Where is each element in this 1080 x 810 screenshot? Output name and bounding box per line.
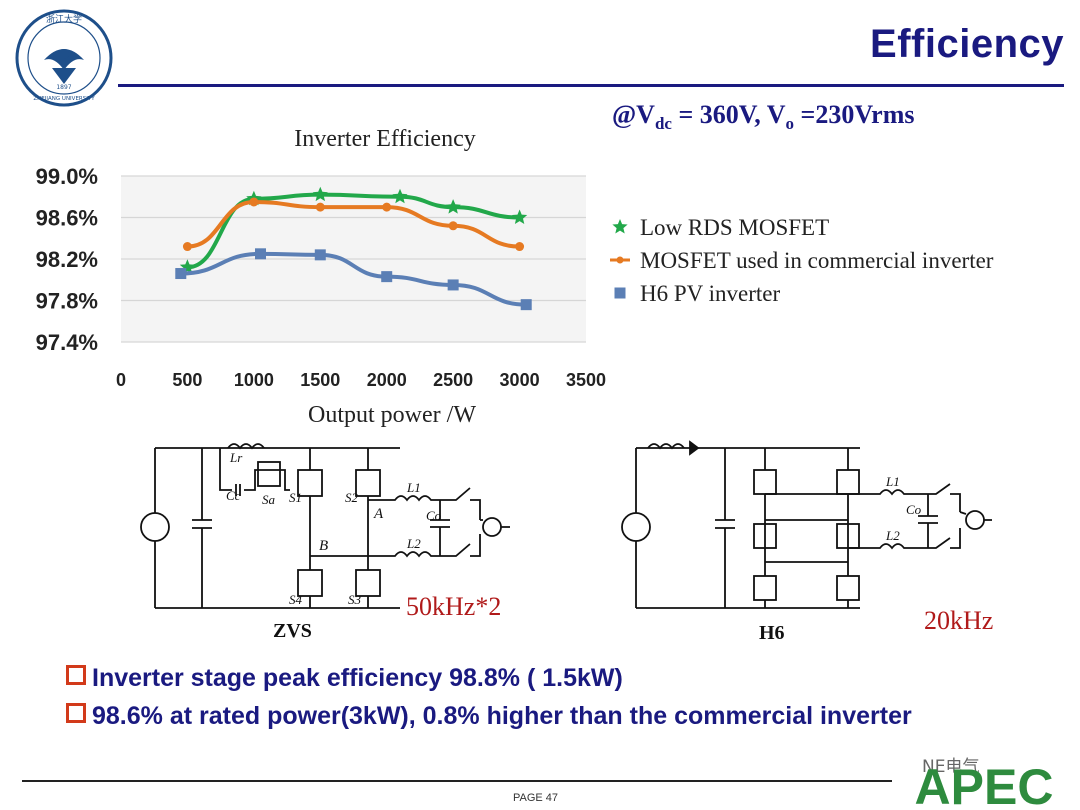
efficiency-chart: Inverter Efficiency 99.0% 98.6% 98.2% 97.8%… — [36, 126, 994, 428]
condition-vdc-sub: dc — [654, 114, 672, 134]
y-tick-label: 98.6% — [36, 206, 98, 231]
data-point — [445, 199, 461, 214]
logo-text-top: 浙江大学 — [46, 13, 82, 25]
h6-frequency: 20kHz — [924, 606, 994, 635]
legend-item: Low RDS MOSFET — [612, 215, 829, 240]
data-point — [249, 197, 259, 207]
svg-text:L1: L1 — [406, 480, 421, 495]
chart-legend: Low RDS MOSFET MOSFET used in commercial … — [610, 215, 994, 306]
data-point — [512, 209, 528, 224]
svg-text:Co: Co — [426, 508, 442, 523]
legend-marker — [616, 256, 624, 264]
series-line — [180, 251, 527, 307]
x-tick-label: 1500 — [300, 370, 340, 390]
h6-label: H6 — [759, 622, 785, 644]
zvs-frequency: 50kHz*2 — [406, 592, 502, 621]
page-number: PAGE 47 — [513, 792, 559, 804]
y-tick-label: 97.8% — [36, 289, 98, 314]
title-divider — [118, 84, 1064, 87]
apec-logo: APEC — [915, 759, 1054, 810]
svg-text:B: B — [319, 538, 328, 554]
chart-title: Inverter Efficiency — [294, 126, 475, 152]
bullet-item: Inverter stage peak efficiency 98.8% ( 1… — [66, 664, 623, 693]
h6-circuit — [621, 440, 992, 609]
x-tick-label: 0 — [116, 370, 126, 390]
series-layer — [175, 186, 532, 311]
series-h6-pv-inverter — [175, 248, 532, 311]
condition-suffix: =230Vrms — [794, 100, 915, 129]
x-tick-label: 2000 — [367, 370, 407, 390]
y-tick-label: 99.0% — [36, 164, 98, 189]
svg-text:S2: S2 — [345, 490, 359, 505]
zvs-label: ZVS — [273, 620, 312, 642]
data-point — [381, 271, 393, 283]
legend-marker — [612, 219, 628, 234]
footer-divider — [22, 780, 892, 782]
svg-text:S4: S4 — [289, 592, 303, 607]
logo-text-bottom: ZHEJIANG UNIVERSITY — [33, 96, 95, 102]
data-point — [515, 242, 525, 252]
x-axis-ticks: 0 500 1000 1500 2000 2500 3000 3500 — [116, 370, 606, 390]
data-point — [447, 279, 459, 291]
svg-text:A: A — [373, 506, 384, 522]
legend-label: MOSFET used in commercial inverter — [640, 248, 994, 273]
apec-text: APEC — [915, 759, 1054, 810]
data-point — [520, 299, 532, 311]
data-point — [312, 186, 328, 202]
svg-text:S1: S1 — [289, 490, 302, 505]
legend-label: H6 PV inverter — [640, 281, 780, 306]
zvs-circuit — [140, 443, 510, 609]
test-condition: @Vdc = 360V, Vo =230Vrms — [612, 100, 915, 134]
condition-prefix: @V — [612, 100, 655, 129]
bullet-text: Inverter stage peak efficiency 98.8% ( 1… — [92, 664, 623, 692]
y-tick-label: 97.4% — [36, 330, 98, 355]
bullet-box-icon — [66, 703, 86, 723]
data-point — [315, 202, 325, 212]
condition-vo-sub: o — [785, 114, 795, 134]
svg-text:S3: S3 — [348, 592, 362, 607]
bullet-item: 98.6% at rated power(3kW), 0.8% higher t… — [66, 702, 912, 731]
data-point — [392, 188, 408, 204]
data-point — [255, 248, 266, 260]
svg-text:L2: L2 — [885, 528, 900, 543]
data-point — [175, 268, 187, 280]
svg-text:Lr: Lr — [229, 450, 243, 465]
legend-item: MOSFET used in commercial inverter — [610, 248, 994, 273]
university-logo: 浙江大学 1897 ZHEJIANG UNIVERSITY — [15, 9, 113, 107]
condition-mid: = 360V, V — [671, 100, 786, 129]
svg-text:L2: L2 — [406, 536, 421, 551]
svg-text:Co: Co — [906, 502, 922, 517]
y-axis-ticks: 99.0% 98.6% 98.2% 97.8% 97.4% — [36, 164, 98, 355]
data-point — [314, 249, 326, 261]
legend-label: Low RDS MOSFET — [640, 215, 829, 240]
x-tick-label: 500 — [172, 370, 202, 390]
slide-title: Efficiency — [870, 22, 1064, 66]
data-point — [448, 221, 458, 231]
logo-year: 1897 — [56, 84, 71, 91]
x-tick-label: 3000 — [500, 370, 540, 390]
legend-item: H6 PV inverter — [614, 281, 780, 306]
bullet-text: 98.6% at rated power(3kW), 0.8% higher t… — [92, 702, 912, 730]
bullet-box-icon — [66, 665, 86, 685]
x-axis-label: Output power /W — [308, 402, 476, 428]
data-point — [382, 202, 392, 212]
svg-text:L1: L1 — [885, 474, 900, 489]
series-mosfet-used-in-commercial-inverter — [182, 197, 525, 252]
data-point — [182, 242, 192, 252]
x-tick-label: 3500 — [566, 370, 606, 390]
svg-text:Cc: Cc — [226, 488, 241, 503]
wechat-watermark: NE电气 — [922, 757, 980, 777]
legend-marker — [614, 287, 626, 299]
circuit-diagrams: Lr Cc Sa S1 S2 S4 S3 L1 L2 Co A B L1 L2 Co — [140, 440, 992, 609]
y-tick-label: 98.2% — [36, 247, 98, 272]
x-tick-label: 2500 — [433, 370, 473, 390]
x-tick-label: 1000 — [234, 370, 274, 390]
series-line — [187, 199, 520, 249]
svg-text:Sa: Sa — [262, 492, 276, 507]
